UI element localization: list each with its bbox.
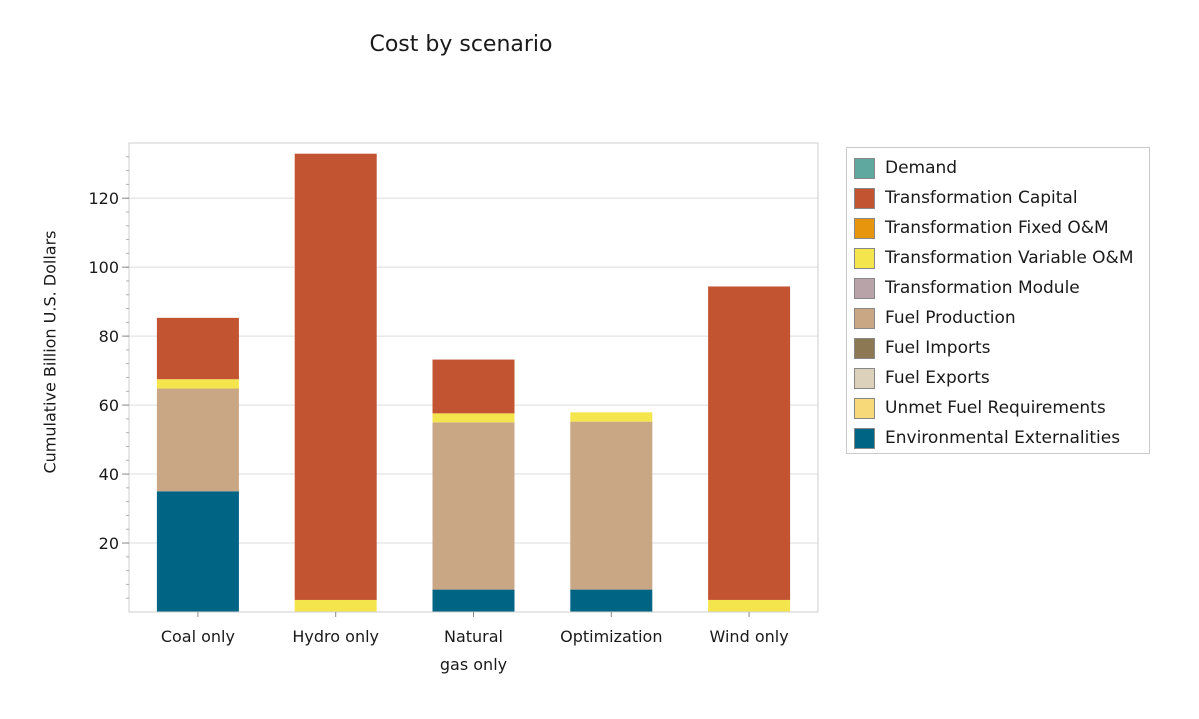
bar-segment (570, 421, 653, 590)
bar-segment (156, 379, 239, 389)
bar-segment (156, 317, 239, 380)
legend-item[interactable]: Transformation Capital (847, 183, 1149, 213)
bar-segment (432, 422, 515, 590)
legend-item[interactable]: Transformation Fixed O&M (847, 213, 1149, 243)
tick-labels: 20 40 60 80 100 120 Coal only Hydro only Natural… (88, 189, 788, 674)
x-tick-label: Coal only (161, 627, 235, 646)
chart-title: Cost by scenario (369, 32, 553, 57)
legend-label: Fuel Production (885, 308, 1016, 328)
legend-label: Demand (885, 158, 958, 178)
y-tick-label: 60 (99, 396, 119, 415)
legend-item[interactable]: Unmet Fuel Requirements (847, 393, 1149, 423)
legend-label: Environmental Externalities (885, 428, 1121, 448)
legend: Demand Transformation Capital Transformati… (846, 147, 1150, 454)
legend-label: Fuel Exports (885, 368, 990, 388)
legend-swatch (854, 367, 875, 389)
legend-swatch (854, 217, 875, 239)
bar-segment (294, 153, 377, 600)
legend-label: Transformation Capital (885, 188, 1078, 208)
bar-segment (432, 359, 515, 414)
axes (122, 142, 819, 617)
bar-segment (156, 491, 239, 612)
legend-item[interactable]: Fuel Production (847, 303, 1149, 333)
legend-swatch (854, 427, 875, 449)
legend-item[interactable]: Fuel Imports (847, 333, 1149, 363)
legend-item[interactable]: Fuel Exports (847, 363, 1149, 393)
bar-segment (570, 412, 653, 422)
legend-label: Fuel Imports (885, 338, 991, 358)
bar-segment (570, 589, 653, 612)
legend-swatch (854, 307, 875, 329)
legend-item[interactable]: Environmental Externalities (847, 423, 1149, 453)
y-tick-label: 80 (99, 327, 119, 346)
bar-segment (156, 388, 239, 492)
legend-item[interactable]: Transformation Module (847, 273, 1149, 303)
legend-label: Transformation Variable O&M (885, 248, 1134, 268)
bars (156, 153, 791, 612)
legend-swatch (854, 157, 875, 179)
legend-swatch (854, 397, 875, 419)
bar-segment (432, 589, 515, 612)
x-tick-label: Wind only (710, 627, 789, 646)
y-tick-label: 100 (88, 258, 119, 277)
legend-swatch (854, 247, 875, 269)
bar-segment (708, 286, 791, 600)
x-tick-label: Hydro only (292, 627, 379, 646)
y-tick-label: 120 (88, 189, 119, 208)
legend-swatch (854, 277, 875, 299)
bar-segment (708, 599, 791, 612)
legend-item[interactable]: Transformation Variable O&M (847, 243, 1149, 273)
y-tick-label: 40 (99, 465, 119, 484)
legend-item[interactable]: Demand (847, 153, 1149, 183)
bar-segment (294, 599, 377, 612)
legend-swatch (854, 337, 875, 359)
legend-label: Transformation Fixed O&M (885, 218, 1109, 238)
legend-swatch (854, 187, 875, 209)
bar-segment (432, 413, 515, 423)
x-tick-label: Optimization (560, 627, 662, 646)
x-tick-label: Natural gas only (440, 627, 507, 674)
legend-label: Unmet Fuel Requirements (885, 398, 1106, 418)
y-tick-label: 20 (99, 534, 119, 553)
legend-label: Transformation Module (885, 278, 1080, 298)
